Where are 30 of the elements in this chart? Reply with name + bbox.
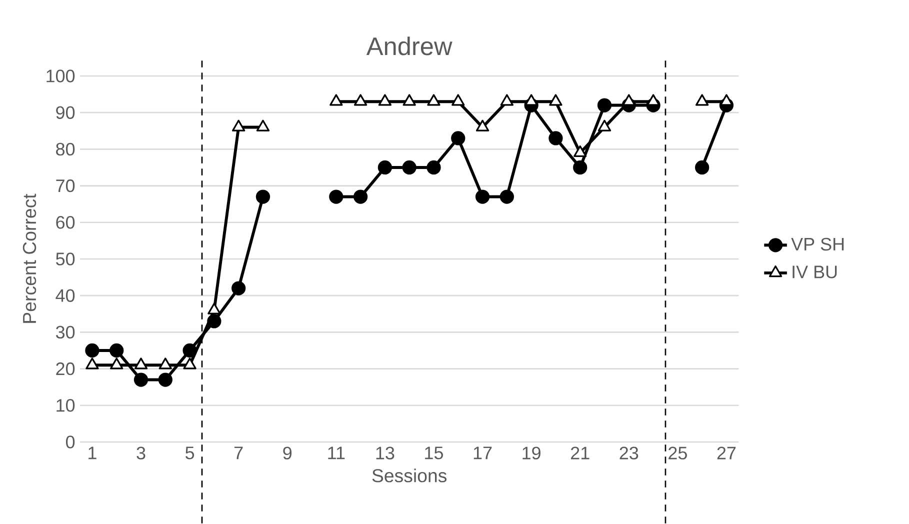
- x-tick-label: 27: [717, 446, 736, 460]
- x-tick-label: 13: [376, 446, 394, 460]
- y-tick-label: 70: [56, 179, 75, 192]
- y-tick-label: 100: [46, 70, 75, 82]
- x-tick-label: 1: [88, 446, 96, 460]
- y-tick-label: 20: [56, 362, 75, 376]
- x-tick-label: 7: [234, 446, 243, 460]
- x-tick-label: 17: [474, 446, 492, 460]
- y-tick-label: 80: [56, 142, 75, 156]
- y-tick-label: 60: [56, 216, 75, 229]
- legend-label: VP SH: [791, 238, 844, 251]
- y-tick-label: 50: [56, 252, 75, 266]
- y-tick-label: 30: [56, 326, 75, 339]
- x-tick-label: 15: [425, 446, 443, 460]
- x-tick-label: 19: [522, 446, 540, 460]
- x-tick-label: 23: [620, 446, 638, 460]
- x-tick-label: 5: [185, 446, 194, 460]
- y-tick-label: 40: [56, 289, 75, 302]
- y-tick-label: 0: [66, 436, 75, 448]
- x-tick-label: 3: [136, 446, 146, 460]
- x-tick-label: 21: [570, 446, 590, 460]
- y-axis-title: Percent Correct: [22, 194, 36, 323]
- y-tick-label: 90: [56, 106, 75, 119]
- x-tick-label: 9: [283, 446, 292, 460]
- x-tick-label: 25: [668, 446, 687, 460]
- legend-label: IV BU: [792, 266, 837, 278]
- x-tick-label: 11: [328, 446, 345, 460]
- x-axis-title: Sessions: [372, 468, 447, 482]
- chart-title: Andrew: [366, 36, 452, 56]
- y-tick-label: 10: [56, 399, 75, 412]
